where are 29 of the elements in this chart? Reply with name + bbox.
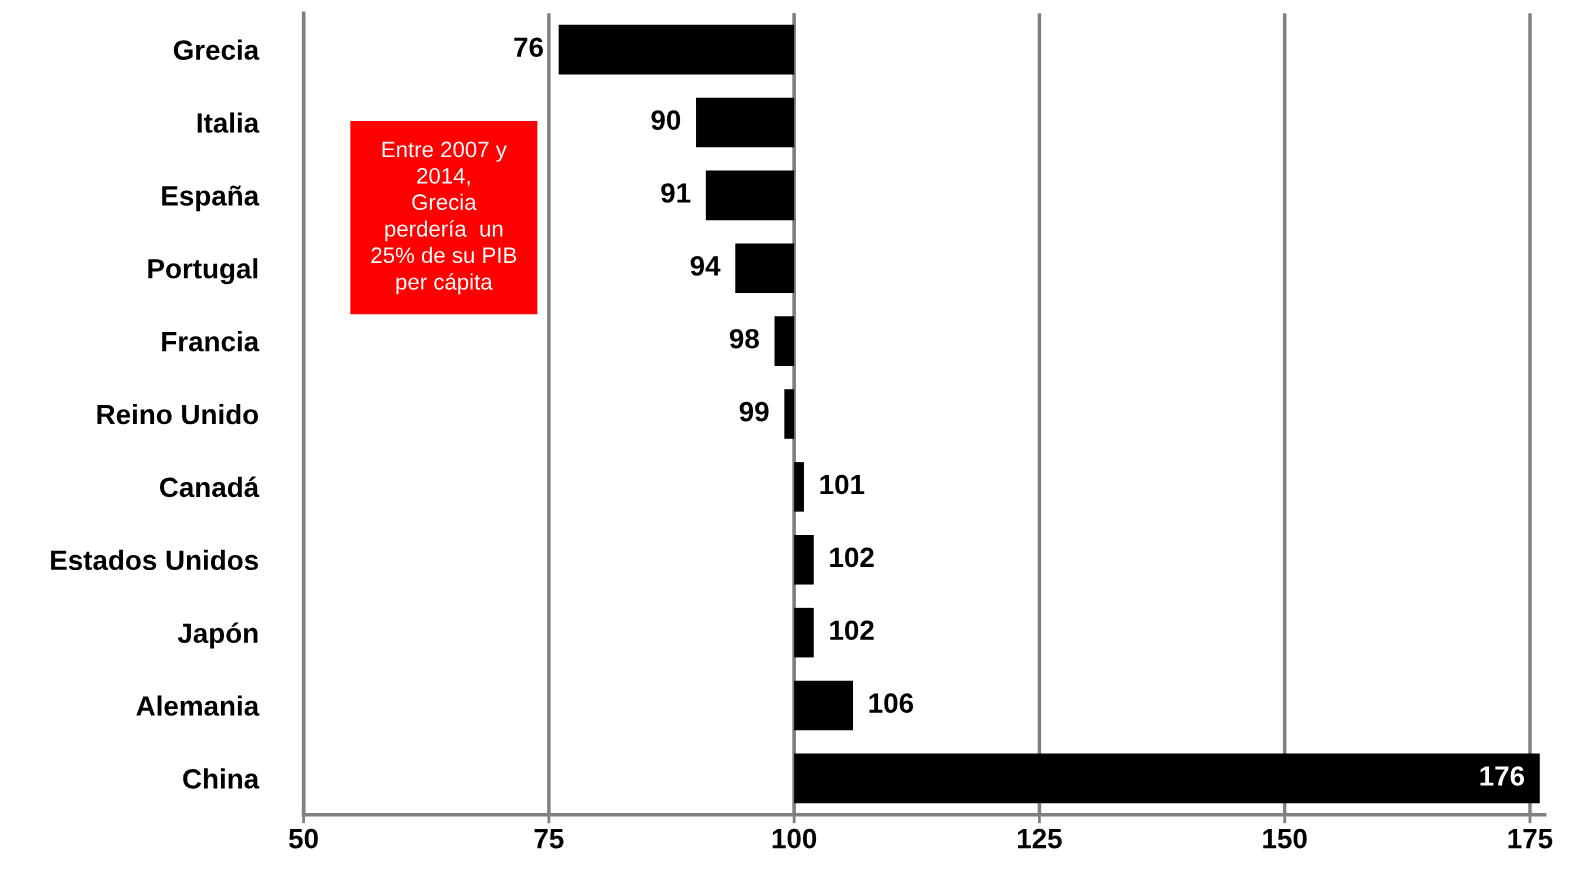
data-label: 91 <box>661 183 691 203</box>
data-label: 101 <box>820 474 865 495</box>
y-tick-label: Estados Unidos <box>51 549 259 571</box>
x-tick-label: 50 <box>289 828 318 849</box>
data-label: 94 <box>690 256 721 276</box>
y-tick-label: España <box>162 185 260 212</box>
x-tick-label: 175 <box>1508 829 1553 849</box>
y-tick-label: Italia <box>197 112 260 133</box>
y-tick-label: Japón <box>177 622 258 649</box>
data-label: 76 <box>514 37 543 58</box>
y-tick-label: Reino Unido <box>97 403 259 425</box>
x-tick-label: 100 <box>772 828 817 849</box>
data-label: 102 <box>830 620 874 641</box>
data-label: 99 <box>739 401 769 422</box>
data-label: 176 <box>1480 766 1525 786</box>
x-tick-label: 75 <box>534 829 564 849</box>
x-tick-label: 125 <box>1018 828 1062 849</box>
y-tick-label: China <box>183 768 260 789</box>
data-label: 106 <box>869 693 914 713</box>
y-tick-label: Alemania <box>136 695 260 716</box>
data-label: 98 <box>729 328 759 349</box>
data-label: 90 <box>651 110 681 130</box>
y-tick-label: Grecia <box>173 39 260 60</box>
y-tick-label: Canadá <box>159 476 260 498</box>
y-tick-label: Portugal <box>148 258 258 285</box>
x-tick-label: 150 <box>1263 828 1307 849</box>
y-tick-label: Francia <box>162 331 260 352</box>
annotation: Entre 2007 y 2014, Grecia perdería un 25% de su PIB per cápita <box>371 141 517 295</box>
data-label: 102 <box>830 547 874 568</box>
